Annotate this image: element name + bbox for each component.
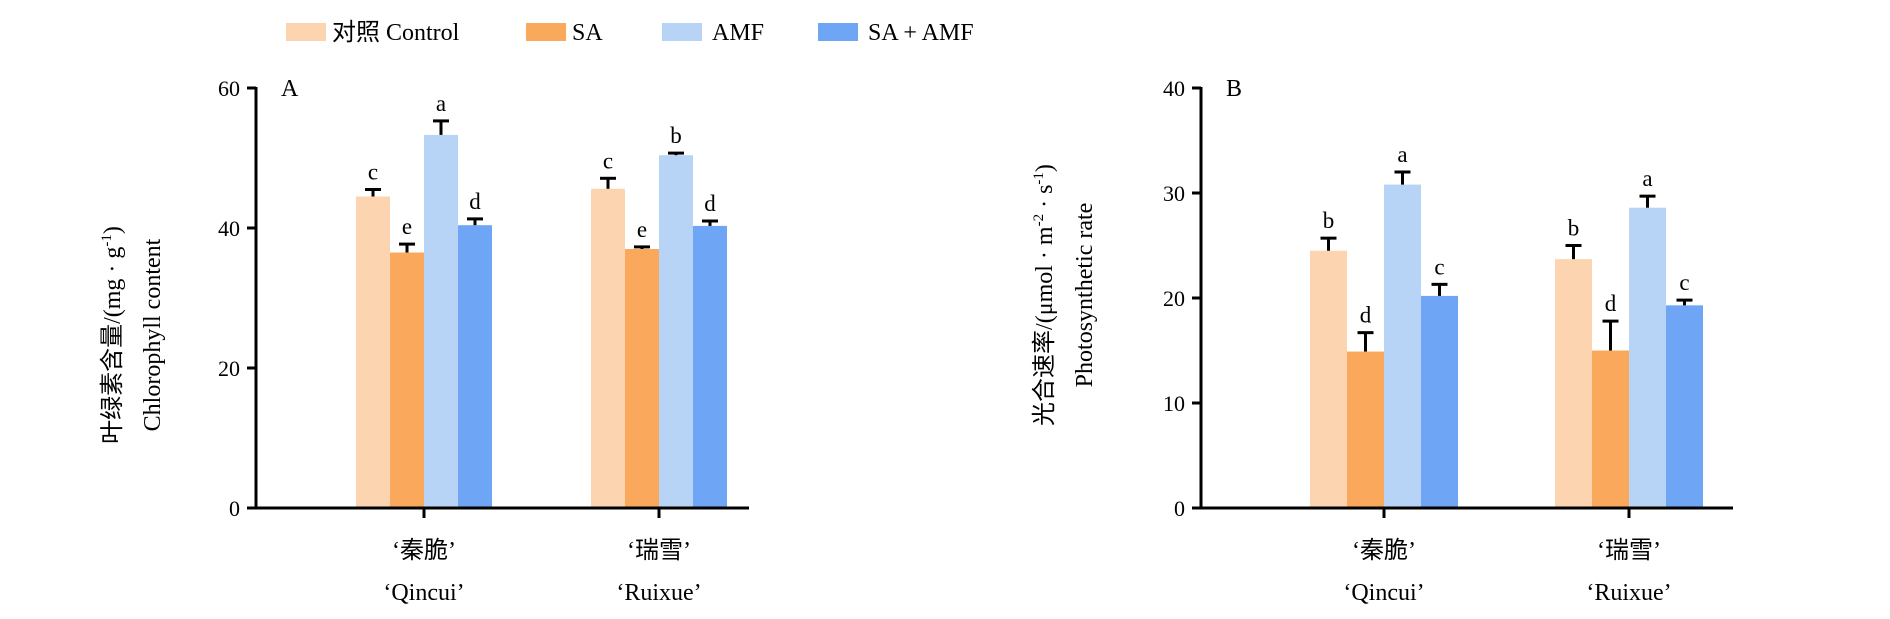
- significance-letter: d: [469, 189, 481, 214]
- bar: [1384, 184, 1421, 508]
- panel-b-ylabel-en: Photosynthetic rate: [1072, 203, 1098, 388]
- bar: [659, 155, 693, 508]
- y-tick-label: 40: [218, 216, 240, 241]
- bar: [625, 249, 659, 508]
- significance-letter: d: [1605, 291, 1617, 316]
- bar: [1592, 350, 1629, 508]
- significance-letter: e: [402, 214, 412, 239]
- legend-swatch-sa: [526, 23, 566, 41]
- bar: [458, 225, 492, 508]
- legend-swatch-control: [286, 23, 326, 41]
- significance-letter: d: [1360, 303, 1372, 328]
- legend-label-amf: AMF: [712, 20, 764, 46]
- significance-letter: c: [368, 160, 378, 185]
- bar: [1310, 250, 1347, 508]
- panel-a-letter: A: [281, 76, 299, 102]
- panel-a-ylabel-en: Chlorophyll content: [140, 238, 166, 431]
- category-label-en: ‘Qincui’: [383, 580, 464, 606]
- significance-letter: d: [704, 191, 716, 216]
- legend-label-sa-amf: SA + AMF: [868, 20, 974, 46]
- y-tick-label: 10: [1163, 391, 1185, 416]
- panel-b-marks: b b d d a a c c 0 10 20 30 40 ‘秦脆’ ‘Qincui’ ‘瑞雪’ ‘Ruixue…: [1163, 76, 1733, 606]
- bar: [1347, 351, 1384, 508]
- significance-letter: a: [436, 91, 446, 116]
- panel-b-chart: B 光合速率/(μmol · m-2 · s-1) Photosynthetic…: [1031, 76, 1733, 606]
- category-label-en: ‘Qincui’: [1343, 580, 1424, 606]
- bar: [356, 196, 390, 508]
- y-tick-label: 0: [1174, 496, 1185, 521]
- legend-label-control: 对照 Control: [332, 19, 460, 46]
- legend-swatch-amf: [662, 23, 702, 41]
- y-tick-label: 0: [229, 496, 240, 521]
- y-tick-label: 40: [1163, 76, 1185, 101]
- panel-b-ylabel: 光合速率/(μmol · m-2 · s-1): [1031, 164, 1058, 426]
- significance-letter: b: [1323, 208, 1335, 233]
- category-label-cn: ‘瑞雪’: [627, 537, 691, 564]
- category-label-en: ‘Ruixue’: [1586, 580, 1671, 606]
- bar: [390, 252, 424, 508]
- significance-letter: a: [1397, 142, 1407, 167]
- panel-b-letter: B: [1226, 76, 1242, 102]
- category-label-cn: ‘秦脆’: [1352, 537, 1416, 564]
- category-label-cn: ‘秦脆’: [392, 537, 456, 564]
- legend: 对照 Control SA AMF SA + AMF: [286, 19, 974, 46]
- panel-a-ylabel: 叶绿素含量/(mg · g-1): [99, 226, 126, 444]
- y-tick-label: 20: [218, 356, 240, 381]
- bar: [1421, 295, 1458, 508]
- y-tick-label: 30: [1163, 181, 1185, 206]
- panel-a-marks: c c e e a b d d 0 20 40 60 ‘秦脆’ ‘Qincui’ ‘瑞雪’ ‘Ruixue’: [218, 76, 749, 606]
- y-tick-label: 60: [218, 76, 240, 101]
- legend-label-sa: SA: [572, 20, 603, 46]
- bar: [1666, 305, 1703, 508]
- panel-a-chart: A 叶绿素含量/(mg · g-1) Chlorophyll content c…: [99, 76, 749, 606]
- significance-letter: a: [1642, 166, 1652, 191]
- bar: [1555, 259, 1592, 508]
- category-label-en: ‘Ruixue’: [616, 580, 701, 606]
- significance-letter: e: [637, 217, 647, 242]
- legend-swatch-sa-amf: [818, 23, 858, 41]
- bar: [1629, 207, 1666, 508]
- significance-letter: b: [670, 123, 682, 148]
- significance-letter: c: [603, 148, 613, 173]
- significance-letter: c: [1434, 254, 1444, 279]
- significance-letter: c: [1679, 270, 1689, 295]
- bar: [693, 225, 727, 508]
- significance-letter: b: [1568, 216, 1580, 241]
- bar: [591, 188, 625, 509]
- category-label-cn: ‘瑞雪’: [1597, 537, 1661, 564]
- bar: [424, 134, 458, 508]
- y-tick-label: 20: [1163, 286, 1185, 311]
